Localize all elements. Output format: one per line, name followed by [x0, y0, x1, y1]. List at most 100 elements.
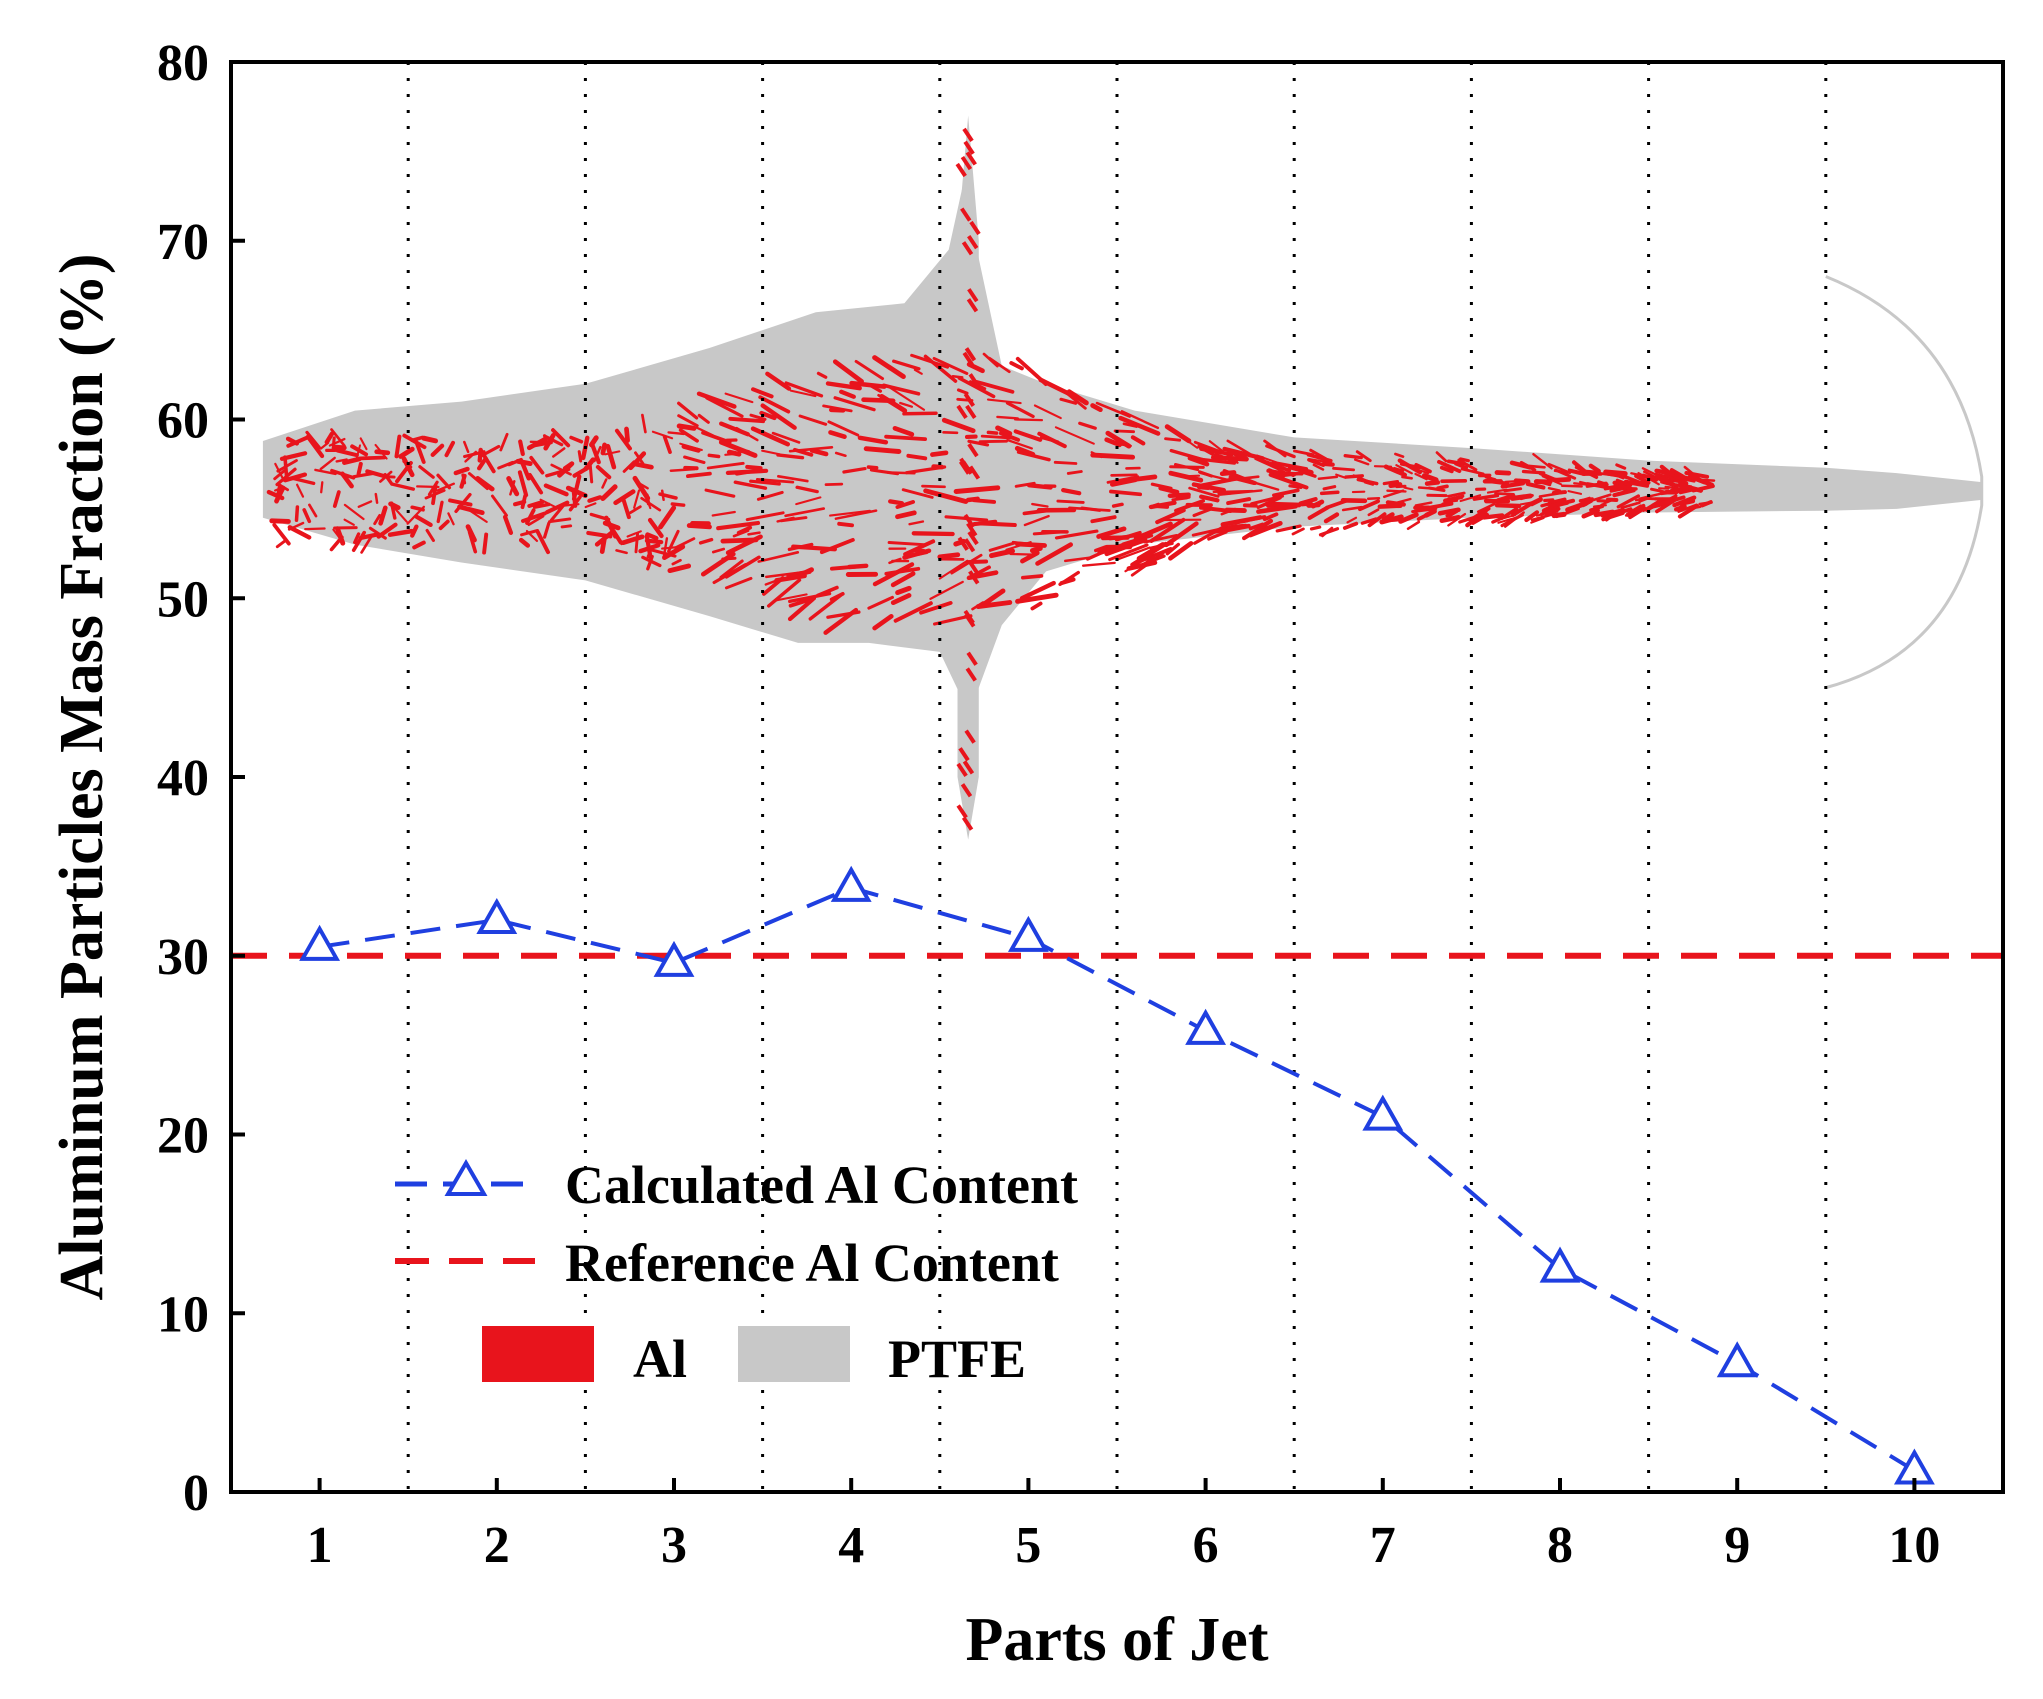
al-fragment	[966, 362, 985, 374]
al-fragment	[1199, 494, 1220, 503]
al-fragment	[565, 485, 588, 499]
calculated-point-part-9	[1716, 1341, 1758, 1378]
calculated-point-part-5	[1007, 915, 1049, 952]
al-fragment	[1192, 507, 1212, 518]
al-fragment	[772, 593, 808, 602]
al-fragment	[650, 548, 677, 558]
al-fragment	[1346, 516, 1358, 524]
al-fragment	[686, 471, 712, 479]
al-fragment	[1031, 502, 1049, 508]
al-fragment	[1548, 498, 1576, 509]
al-fragment	[827, 420, 860, 437]
al-fragment	[1470, 512, 1490, 525]
al-fragment	[1306, 452, 1333, 463]
al-fragment	[1213, 452, 1238, 464]
al-fragment	[1547, 486, 1561, 492]
x-tick-label: 3	[661, 1517, 687, 1574]
al-fragment	[1054, 426, 1095, 445]
al-fragment	[356, 461, 363, 476]
al-fragment	[1624, 475, 1641, 484]
al-fragment	[1530, 512, 1554, 522]
al-fragment	[1168, 470, 1204, 483]
al-fragment	[732, 529, 750, 538]
al-fragment	[1447, 508, 1459, 518]
al-fragment	[1014, 445, 1036, 457]
al-fragment	[1164, 521, 1199, 548]
al-fragment	[903, 539, 936, 557]
al-fragment	[275, 538, 288, 549]
al-fragment	[967, 442, 979, 458]
al-fragment	[1211, 523, 1251, 534]
al-fragment	[584, 502, 597, 509]
al-fragment	[1298, 469, 1317, 478]
al-fragment	[662, 434, 672, 454]
al-fragment	[1555, 477, 1572, 483]
calculated-al-line	[319, 885, 1916, 1473]
al-fragment	[1020, 574, 1044, 580]
al-fragment	[1006, 438, 1033, 450]
al-fragment	[867, 595, 894, 610]
al-fragment	[1059, 577, 1076, 586]
al-fragment	[274, 485, 286, 504]
al-fragment	[1217, 490, 1233, 496]
al-fragment	[823, 607, 859, 635]
al-fragment	[1677, 482, 1704, 493]
al-fragment	[374, 492, 379, 504]
al-fragment	[889, 386, 926, 411]
al-fragment	[1272, 488, 1300, 498]
al-fragment	[1033, 404, 1062, 420]
al-fragment	[962, 760, 975, 775]
al-fragment	[1519, 494, 1534, 501]
al-fragment	[482, 532, 489, 555]
al-fragment	[644, 538, 664, 545]
al-fragment	[350, 444, 369, 457]
al-fragment	[353, 532, 361, 545]
x-tick-label: 2	[484, 1517, 510, 1574]
al-fragment	[1019, 580, 1056, 601]
al-fragment	[527, 472, 544, 495]
al-fragment	[1561, 484, 1583, 488]
al-fragment	[966, 522, 978, 537]
al-fragment	[758, 395, 791, 414]
al-fragment	[795, 496, 822, 506]
al-fragment	[589, 512, 611, 522]
al-fragment	[966, 298, 979, 313]
al-fragment	[517, 470, 529, 498]
y-tick-label: 50	[157, 571, 209, 628]
al-fragment	[1009, 361, 1024, 371]
al-fragment	[998, 431, 1021, 442]
al-fragment	[1414, 501, 1433, 507]
al-fragment	[1472, 493, 1500, 501]
x-tick-label: 10	[1888, 1517, 1940, 1574]
al-fragment	[1437, 459, 1462, 474]
al-fragment	[1271, 460, 1309, 471]
al-fragment	[1343, 454, 1363, 460]
al-fragment	[1565, 501, 1589, 513]
al-fragment	[1321, 461, 1335, 467]
al-fragment	[590, 442, 601, 465]
al-fragment	[996, 415, 1019, 420]
al-fragment	[1367, 508, 1380, 517]
al-fragment	[964, 729, 976, 744]
al-fragment	[626, 530, 642, 538]
y-tick-label: 20	[157, 1108, 209, 1165]
al-fragment	[1193, 523, 1229, 545]
al-fragment	[679, 442, 703, 451]
al-fragment	[986, 430, 999, 435]
al-fragment	[640, 496, 662, 512]
al-fragment	[1643, 470, 1655, 478]
al-fragment	[600, 442, 607, 456]
al-fragment	[351, 530, 367, 553]
al-fragment	[1309, 525, 1322, 531]
al-fragment	[393, 506, 408, 523]
al-fragment	[833, 396, 876, 412]
al-fragment	[453, 466, 470, 476]
al-fragment	[681, 444, 701, 453]
al-fragment	[296, 483, 305, 498]
legend-reference-label: Reference Al Content	[565, 1233, 1059, 1293]
al-fragment	[1032, 530, 1066, 536]
al-fragment	[1554, 468, 1577, 480]
al-fragment	[1015, 356, 1048, 386]
al-fragment	[719, 421, 750, 437]
al-fragment	[967, 530, 979, 546]
